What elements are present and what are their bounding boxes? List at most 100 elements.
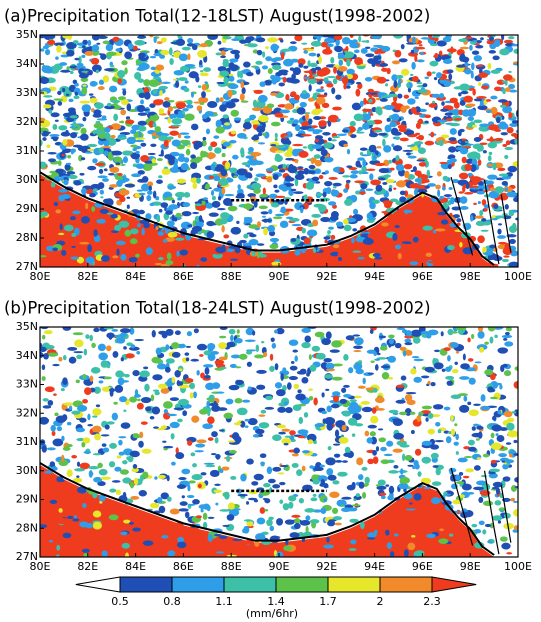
rain-speck (99, 380, 104, 383)
rain-speck (404, 95, 409, 99)
rain-speck (344, 199, 353, 206)
y-tick-label: 34N (16, 57, 38, 70)
rain-speck (121, 357, 124, 361)
rain-speck (100, 477, 111, 480)
rain-speck (295, 174, 305, 180)
rain-speck (319, 465, 325, 468)
rain-speck (463, 396, 467, 402)
rain-speck (302, 90, 307, 94)
rain-speck (312, 346, 320, 352)
rain-speck (246, 501, 249, 505)
rain-speck (355, 423, 363, 426)
rain-speck (358, 170, 362, 174)
rain-speck (267, 225, 275, 232)
rain-speck (286, 217, 293, 219)
rain-speck (133, 464, 137, 469)
rain-speck (216, 392, 224, 394)
rain-speck (93, 511, 102, 518)
rain-speck (137, 35, 146, 39)
rain-speck (513, 440, 517, 443)
rain-speck (134, 339, 144, 341)
rain-speck (219, 367, 227, 369)
rain-speck (43, 104, 51, 108)
rain-speck (298, 436, 306, 439)
rain-speck (398, 253, 402, 259)
rain-speck (108, 173, 115, 176)
rain-speck (258, 142, 265, 144)
rain-speck (231, 38, 239, 41)
rain-speck (327, 76, 336, 78)
rain-speck (503, 255, 509, 257)
rain-speck (284, 103, 293, 110)
rain-speck (352, 228, 357, 231)
rain-speck (195, 443, 205, 447)
rain-speck (114, 467, 121, 472)
rain-speck (460, 363, 470, 369)
rain-speck (139, 370, 149, 377)
rain-speck (216, 120, 222, 128)
rain-speck (495, 383, 502, 385)
rain-speck (407, 543, 415, 550)
colorbar-segment (276, 577, 328, 592)
rain-speck (230, 335, 234, 341)
rain-speck (301, 134, 312, 136)
rain-speck (288, 502, 293, 509)
colorbar-label: 0.5 (111, 595, 129, 608)
rain-speck (221, 50, 226, 56)
rain-speck (101, 146, 111, 148)
rain-speck (374, 530, 378, 534)
rain-speck (387, 356, 396, 363)
rain-speck (298, 63, 303, 68)
rain-speck (161, 388, 170, 394)
rain-speck (74, 183, 81, 186)
rain-speck (498, 453, 507, 457)
rain-speck (339, 168, 344, 173)
rain-speck (479, 499, 483, 501)
rain-speck (109, 514, 119, 520)
rain-speck (171, 125, 181, 127)
rain-speck (376, 408, 385, 411)
rain-speck (50, 461, 55, 467)
rain-speck (287, 382, 292, 390)
rain-speck (107, 421, 115, 424)
rain-speck (323, 236, 330, 240)
rain-speck (198, 484, 202, 489)
rain-speck (83, 451, 91, 454)
rain-speck (177, 542, 187, 549)
rain-speck (512, 223, 516, 230)
rain-speck (494, 335, 497, 338)
rain-speck (479, 521, 485, 525)
rain-speck (120, 109, 126, 115)
rain-speck (223, 142, 231, 147)
rain-speck (502, 259, 509, 262)
rain-speck (365, 431, 370, 437)
rain-speck (275, 113, 284, 118)
rain-speck (482, 221, 492, 225)
rain-speck (105, 424, 110, 429)
rain-speck (496, 433, 499, 436)
rain-speck (274, 190, 279, 193)
rain-speck (219, 336, 226, 339)
rain-speck (441, 101, 445, 106)
rain-speck (229, 329, 236, 335)
rain-speck (204, 375, 211, 379)
rain-speck (361, 154, 369, 156)
rain-speck (63, 402, 74, 405)
rain-speck (257, 50, 263, 55)
rain-speck (94, 109, 101, 115)
rain-speck (506, 191, 517, 197)
rain-speck (387, 542, 392, 549)
rain-speck (417, 89, 427, 93)
rain-speck (245, 36, 252, 43)
rain-speck (169, 47, 173, 55)
rain-speck (128, 456, 134, 463)
rain-speck (104, 68, 115, 71)
rain-speck (167, 186, 176, 190)
rain-speck (175, 238, 184, 241)
rain-speck (503, 338, 507, 341)
rain-speck (207, 33, 218, 40)
rain-speck (55, 169, 64, 174)
y-tick-label: 30N (16, 173, 38, 186)
rain-speck (270, 144, 276, 146)
rain-speck (113, 114, 118, 122)
